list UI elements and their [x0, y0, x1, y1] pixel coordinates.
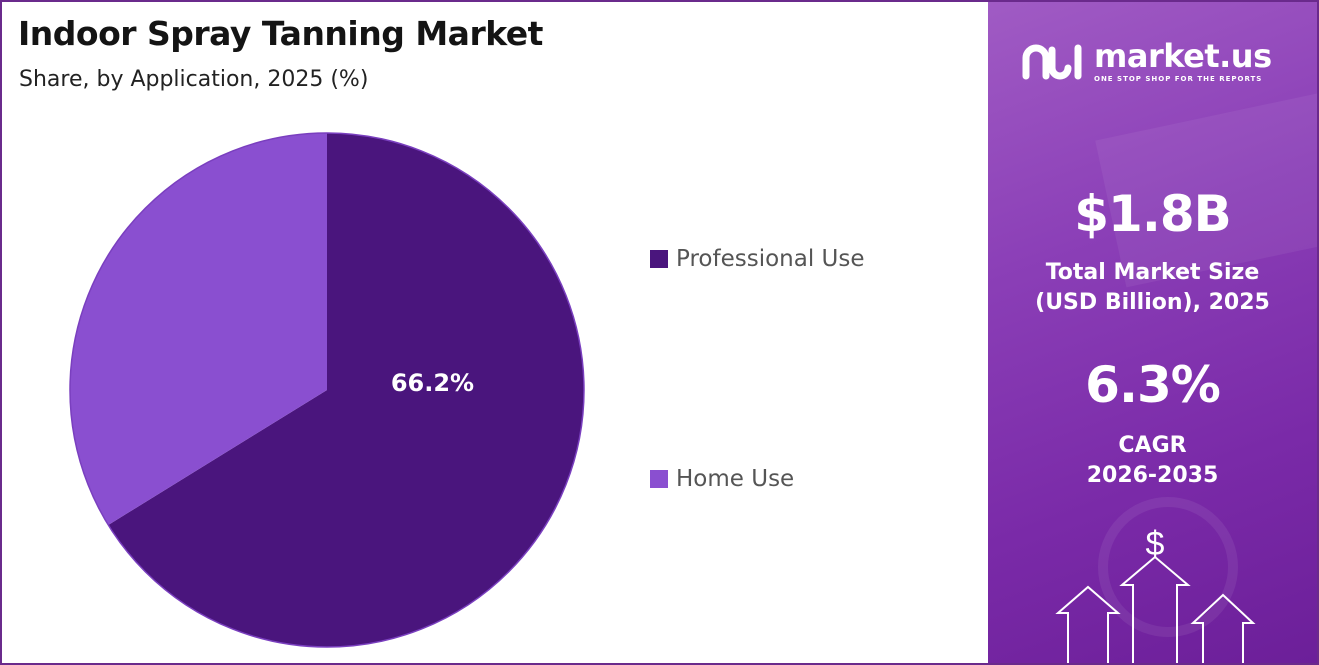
pie-data-label: 66.2% — [391, 369, 474, 397]
market-size-label-line1: Total Market Size — [1045, 260, 1260, 285]
legend-swatch-home-use — [650, 470, 668, 488]
market-us-logo-icon — [1022, 44, 1082, 79]
arrow-up-left-icon — [1055, 585, 1121, 663]
cagr-label-line2: 2026-2035 — [1086, 463, 1219, 488]
legend-swatch-professional-use — [650, 250, 668, 268]
legend-item-professional-use: Professional Use — [650, 246, 865, 272]
pie-slice-home-use — [69, 133, 327, 525]
pie-chart: 66.2% — [69, 132, 585, 648]
arrow-up-center-icon — [1119, 555, 1191, 663]
brand-tagline: ONE STOP SHOP FOR THE REPORTS — [1094, 75, 1263, 83]
background-decoration-circle — [1098, 497, 1238, 637]
legend-label-home-use: Home Use — [676, 466, 795, 492]
market-size-value: $1.8B — [1074, 185, 1231, 243]
brand-name: market.us — [1094, 37, 1272, 75]
pie-slice-professional-use — [108, 133, 584, 647]
arrow-up-right-icon — [1190, 593, 1256, 663]
chart-subtitle: Share, by Application, 2025 (%) — [19, 67, 369, 92]
pie-outline — [69, 132, 585, 648]
brand-logo: market.us ONE STOP SHOP FOR THE REPORTS — [1022, 40, 1272, 83]
chart-panel: Indoor Spray Tanning Market Share, by Ap… — [2, 2, 987, 663]
summary-sidebar: market.us ONE STOP SHOP FOR THE REPORTS … — [988, 2, 1317, 663]
growth-arrows-icon: $ — [1055, 525, 1256, 663]
market-size-label-line2: (USD Billion), 2025 — [1035, 290, 1270, 315]
cagr-label-line1: CAGR — [1118, 433, 1187, 458]
legend-label-professional-use: Professional Use — [676, 246, 865, 272]
dollar-sign-icon: $ — [1146, 525, 1165, 563]
legend-item-home-use: Home Use — [650, 466, 794, 492]
cagr-value: 6.3% — [1085, 356, 1221, 414]
chart-title: Indoor Spray Tanning Market — [18, 14, 543, 53]
